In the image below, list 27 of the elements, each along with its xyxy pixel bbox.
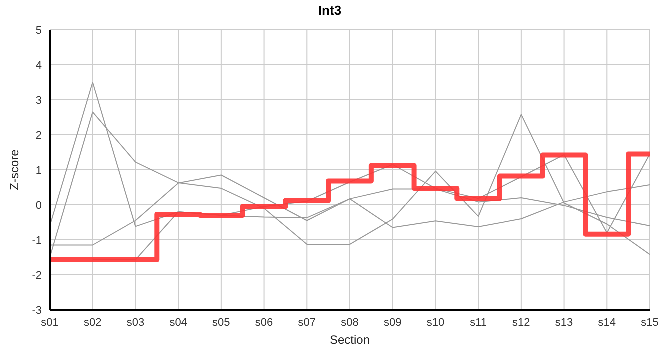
x-tick-label: s01 [41, 316, 59, 329]
x-tick-label: s04 [170, 316, 188, 329]
x-tick-label: s13 [555, 316, 574, 329]
x-tick-label: s15 [641, 316, 659, 329]
x-tick-label: s14 [598, 316, 616, 329]
x-tick-label: s03 [126, 316, 145, 329]
y-tick-label: -1 [32, 234, 42, 247]
y-tick-label: -3 [32, 304, 42, 317]
y-tick-label: 0 [36, 200, 42, 212]
y-tick-label: 1 [36, 164, 42, 177]
y-tick-label: 4 [36, 60, 42, 72]
x-tick-label: s05 [212, 316, 230, 329]
x-tick-label: s06 [255, 316, 274, 329]
x-tick-label: s11 [470, 316, 488, 329]
x-tick-label: s09 [384, 316, 402, 329]
y-tick-label: 5 [36, 24, 42, 37]
y-tick-label: 3 [36, 94, 42, 107]
x-tick-label: s10 [426, 316, 445, 329]
x-tick-label: s12 [512, 316, 530, 329]
x-tick-label: s07 [298, 316, 316, 329]
x-tick-label: s08 [341, 316, 359, 329]
x-tick-label: s02 [84, 316, 102, 329]
x-axis-title: Section [330, 333, 370, 347]
y-tick-label: 2 [36, 130, 42, 142]
y-tick-label: -2 [32, 270, 42, 282]
y-axis-title: Z-score [7, 149, 22, 190]
chart-title: Int3 [317, 3, 343, 18]
